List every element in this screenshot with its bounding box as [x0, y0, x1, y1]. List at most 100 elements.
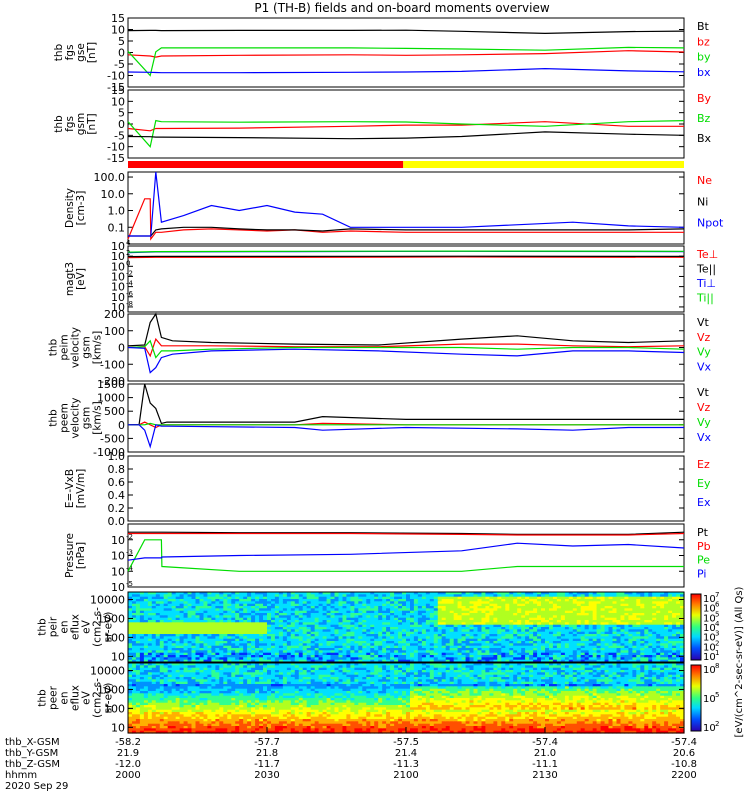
spectrogram-cell: [159, 613, 165, 616]
spectrogram-cell: [366, 620, 371, 623]
spectrogram-cell: [652, 596, 657, 600]
spectrogram-cell: [155, 726, 161, 729]
spectrogram-cell: [143, 657, 149, 661]
spectrogram-cell: [187, 730, 193, 734]
spectrogram-cell: [215, 643, 220, 647]
spectrogram-cell: [358, 615, 363, 619]
spectrogram-cell: [159, 714, 165, 718]
spectrogram-cell: [588, 657, 594, 661]
spectrogram-cell: [672, 601, 677, 605]
spectrogram-cell: [584, 596, 590, 600]
spectrogram-cell: [358, 603, 363, 607]
spectrogram-cell: [628, 634, 633, 637]
spectrogram-cell: [580, 608, 586, 612]
spectrogram-cell: [656, 638, 661, 642]
spectrogram-cell: [235, 613, 240, 616]
spectrogram-cell: [437, 657, 443, 661]
spectrogram-cell: [457, 650, 463, 654]
spectrogram-cell: [215, 624, 220, 628]
spectrogram-cell: [151, 592, 157, 595]
spectrogram-cell: [525, 636, 530, 640]
spectrogram-cell: [354, 634, 359, 637]
spectrogram-cell: [147, 712, 153, 715]
spectrogram-cell: [600, 643, 606, 647]
spectrogram-cell: [549, 615, 554, 619]
spectrogram-cell: [501, 610, 506, 614]
spectrogram-cell: [628, 631, 633, 635]
spectrogram-cell: [370, 613, 375, 616]
spectrogram-cell: [203, 627, 209, 630]
spectrogram-cell: [473, 608, 479, 612]
spectrogram-cell: [366, 650, 371, 654]
spectrogram-cell: [155, 617, 161, 621]
spectrogram-cell: [167, 601, 173, 605]
spectrogram-cell: [541, 648, 546, 651]
spectrogram-cell: [227, 652, 232, 656]
spectrogram-cell: [294, 592, 300, 595]
spectrogram-cell: [441, 608, 447, 612]
spectrogram-cell: [195, 592, 201, 595]
spectrogram-cell: [211, 594, 216, 598]
spectrogram-cell: [227, 615, 232, 619]
spectrogram-cell: [132, 601, 137, 605]
spectrogram-cell: [390, 603, 395, 607]
spectrogram-cell: [620, 622, 626, 626]
spectrogram-cell: [612, 624, 618, 628]
spectrogram-cell: [322, 610, 328, 614]
spectrogram-cell: [155, 684, 161, 687]
series-line-Pi: [127, 542, 685, 561]
spectrogram-cell: [163, 622, 169, 626]
spectrogram-cell: [139, 620, 145, 623]
spectrogram-cell: [155, 652, 161, 656]
spectrogram-cell: [326, 657, 332, 661]
spectrogram-cell: [604, 643, 610, 647]
spectrogram-cell: [370, 652, 375, 656]
spectrogram-cell: [135, 712, 141, 715]
spectrogram-cell: [366, 622, 371, 626]
spectrogram-cell: [501, 645, 506, 649]
spectrogram-cell: [596, 629, 602, 633]
spectrogram-cell: [668, 655, 673, 658]
spectrogram-cell: [175, 672, 181, 676]
spectrogram-cell: [203, 603, 209, 607]
spectrogram-cell: [390, 634, 395, 637]
spectrogram-cell: [533, 592, 538, 595]
spectrogram-cell: [207, 601, 212, 605]
spectrogram-cell: [155, 629, 161, 633]
spectrogram-cell: [354, 620, 359, 623]
spectrogram-cell: [576, 606, 582, 609]
spectrogram-cell: [282, 603, 288, 607]
spectrogram-cell: [644, 622, 649, 626]
spectrogram-cell: [147, 700, 153, 704]
spectrogram-cell: [179, 608, 185, 612]
spectrogram-cell: [227, 648, 232, 651]
spectrogram-cell: [255, 655, 260, 658]
y-tick-exponent: 0: [126, 259, 130, 267]
spectrogram-cell: [203, 624, 209, 628]
spectrogram-cell: [457, 599, 463, 602]
spectrogram-cell: [493, 636, 498, 640]
spectrogram-cell: [445, 622, 451, 626]
spectrogram-cell: [449, 622, 455, 626]
spectrogram-cell: [672, 657, 677, 661]
spectrogram-cell: [215, 657, 220, 661]
spectrogram-cell: [143, 691, 149, 694]
spectrogram-cell: [159, 702, 165, 706]
spectrogram-cell: [243, 599, 248, 602]
spectrogram-cell: [239, 643, 244, 647]
spectrogram-cell: [179, 657, 185, 661]
spectrogram-cell: [402, 592, 407, 595]
spectrogram-cell: [346, 629, 351, 633]
spectrogram-cell: [334, 613, 340, 616]
spectrogram-cell: [648, 603, 653, 607]
spectrogram-cell: [223, 655, 228, 658]
spectrogram-cell: [429, 599, 435, 602]
spectrogram-cell: [433, 627, 439, 630]
spectrogram-cell: [159, 615, 165, 619]
spectrogram-cell: [513, 592, 518, 595]
spectrogram-cell: [139, 719, 145, 722]
spectrogram-cell: [358, 610, 363, 614]
spectrogram-cell: [282, 650, 288, 654]
spectrogram-cell: [318, 601, 324, 605]
spectrogram-cell: [195, 659, 201, 663]
